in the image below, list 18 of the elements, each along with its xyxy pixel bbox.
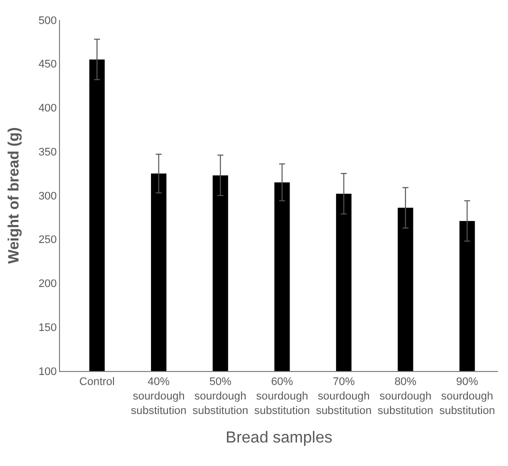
y-axis-title: Weight of bread (g) [6,127,23,264]
y-tick-label: 100 [38,366,57,378]
y-tick-label: 350 [38,146,57,158]
x-tick-label: 40% sourdough substitution [130,376,187,417]
y-tick-label: 450 [38,58,57,71]
x-axis-title: Bread samples [226,430,332,446]
y-tick-label: 300 [38,190,57,202]
x-tick-label: 50% sourdough substitution [192,376,248,417]
y-tick-label: 150 [38,322,57,334]
y-tick-label: 200 [38,278,57,290]
y-tick-label: 500 [38,14,57,27]
x-tick-label: 70% sourdough substitution [316,376,372,417]
y-tick-label: 400 [38,102,57,115]
x-tick-label: 90% sourdough substitution [439,376,495,417]
x-tick-label: 80% sourdough substitution [378,376,434,417]
x-tick-label: 60% sourdough substitution [254,376,310,417]
x-tick-label: Control [79,376,115,388]
y-tick-label: 250 [38,234,57,246]
